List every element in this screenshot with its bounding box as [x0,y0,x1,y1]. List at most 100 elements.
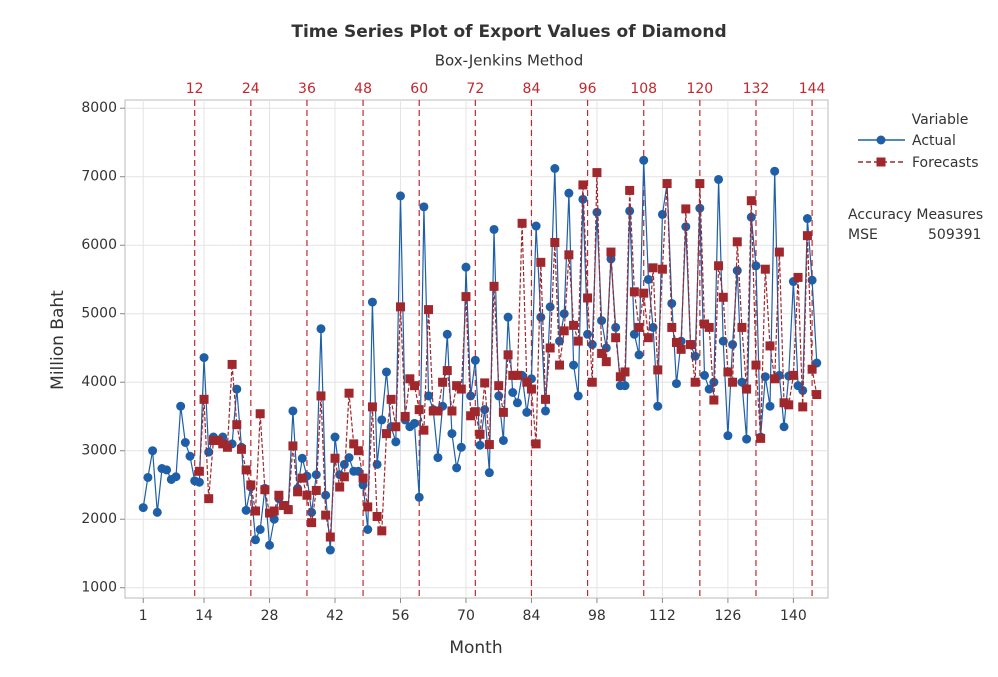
data-point [503,312,513,322]
data-point [681,222,691,232]
data-point [213,435,223,445]
reference-label: 120 [686,81,713,97]
data-point [194,466,204,476]
chart-title: Time Series Plot of Export Values of Dia… [291,22,726,42]
data-point [405,374,415,384]
data-point [447,429,457,439]
data-point [148,446,158,456]
reference-label: 12 [186,81,204,97]
data-point [690,377,700,387]
accuracy-name: MSE [848,227,878,243]
data-point [714,261,724,271]
data-point [690,351,700,361]
data-point [545,302,555,312]
data-point [353,466,363,476]
data-point [648,263,658,273]
data-point [671,337,681,347]
data-point [293,487,303,497]
data-point [363,524,373,534]
data-point [742,384,752,394]
x-tick-label: 84 [523,608,541,624]
y-tick-label: 4000 [81,374,117,390]
data-point [550,237,560,247]
data-point [283,505,293,515]
data-point [433,406,443,416]
data-point [555,336,565,346]
data-point [587,377,597,387]
data-point [307,518,317,528]
data-point [307,507,317,517]
data-point [657,264,667,274]
data-point [260,485,270,495]
data-point [227,359,237,369]
reference-label: 36 [298,81,316,97]
data-point [597,316,607,326]
data-point [718,292,728,302]
data-point [321,490,331,500]
data-point [470,355,480,365]
data-point [269,506,279,516]
data-point [339,459,349,469]
data-point [349,439,359,449]
data-point [395,302,405,312]
accuracy-value: 509391 [928,227,981,243]
data-point [353,446,363,456]
data-point [143,472,153,482]
data-point [358,473,368,483]
data-point [325,532,335,542]
data-point [695,179,705,189]
y-tick-label: 2000 [81,511,117,527]
data-point [480,405,490,415]
data-point [685,340,695,350]
x-tick-label: 112 [649,608,676,624]
data-point [508,387,518,397]
data-point [639,155,649,165]
data-point [330,453,340,463]
data-point [461,262,471,272]
data-point [732,237,742,247]
data-point [466,391,476,401]
data-point [802,214,812,224]
data-point [494,391,504,401]
data-point [695,203,705,213]
data-point [779,422,789,432]
data-point [653,365,663,375]
data-point [503,350,513,360]
data-point [540,406,550,416]
data-point [367,297,377,307]
data-point [419,425,429,435]
data-point [330,432,340,442]
data-point [344,453,354,463]
data-point [550,164,560,174]
data-point [250,535,260,545]
data-point [475,429,485,439]
data-point [162,465,172,475]
data-point [760,264,770,274]
data-point [592,207,602,217]
legend-marker [876,157,886,167]
data-point [288,406,298,416]
data-point [770,374,780,384]
data-point [470,407,480,417]
data-point [531,439,541,449]
data-point [410,381,420,391]
data-point [676,344,686,354]
chart-subtitle: Box-Jenkins Method [435,52,584,70]
data-point [204,494,214,504]
data-point [709,395,719,405]
x-tick-label: 56 [392,608,410,624]
data-point [452,381,462,391]
data-point [765,401,775,411]
data-point [751,360,761,370]
data-point [433,453,443,463]
data-point [714,174,724,184]
x-tick-label: 28 [261,608,279,624]
data-point [657,209,667,219]
data-point [208,435,218,445]
data-point [545,343,555,353]
data-point [526,384,536,394]
reference-label: 132 [743,81,770,97]
data-point [316,324,326,334]
data-point [176,401,186,411]
